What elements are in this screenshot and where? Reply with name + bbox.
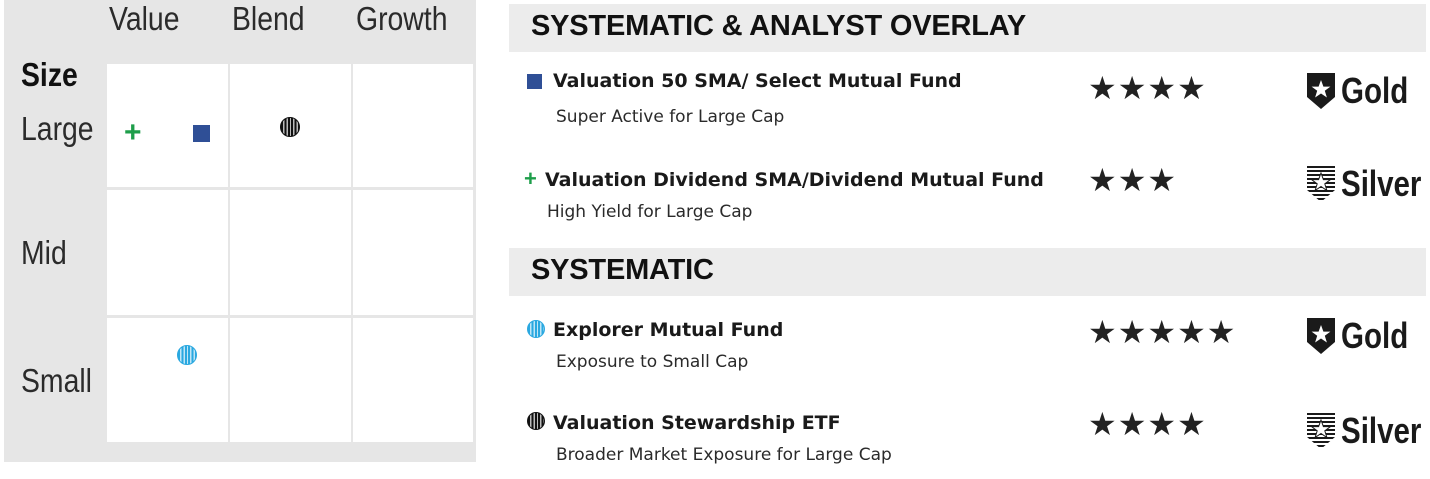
silver-shield-star-icon <box>1307 413 1335 449</box>
silver-shield-star-icon <box>1307 166 1335 202</box>
medal-label: Silver <box>1341 163 1422 204</box>
medal-label: Gold <box>1341 70 1409 111</box>
row-title-size: Size <box>21 56 78 93</box>
silver-medal-badge: Silver <box>1305 409 1430 453</box>
fund-subtitle: Broader Market Exposure for Large Cap <box>556 445 892 465</box>
section-band-systematic-analyst: SYSTEMATIC & ANALYST OVERLAY <box>509 4 1426 52</box>
fund-subtitle: Exposure to Small Cap <box>556 352 749 372</box>
fund-subtitle: Super Active for Large Cap <box>556 107 785 127</box>
grid-cell-small-blend <box>230 318 351 442</box>
row-header-small: Small <box>21 362 92 399</box>
col-header-growth: Growth <box>356 0 448 37</box>
star-rating-icon: ★★★★ <box>1088 405 1207 443</box>
gold-shield-star-icon <box>1307 318 1335 354</box>
marker-striped-dot-blue-small-value <box>177 345 197 365</box>
square-marker-icon <box>527 74 542 89</box>
col-header-blend: Blend <box>232 0 305 37</box>
gold-shield-star-icon <box>1307 73 1335 109</box>
grid-cell-small-value <box>107 318 228 442</box>
section-band-systematic: SYSTEMATIC <box>509 248 1426 296</box>
marker-striped-dot-black-large-blend <box>280 117 300 137</box>
star-rating-icon: ★★★★ <box>1088 69 1207 107</box>
fund-subtitle: High Yield for Large Cap <box>547 202 753 222</box>
section-title: SYSTEMATIC & ANALYST OVERLAY <box>531 10 1026 42</box>
col-header-value: Value <box>109 0 180 37</box>
style-box: Value Blend Growth Size Large Mid Small … <box>4 0 476 462</box>
grid-cell-mid-value <box>107 190 228 315</box>
medal-label: Gold <box>1341 315 1409 356</box>
striped-dot-blue-marker-icon <box>527 320 545 338</box>
fund-name: Explorer Mutual Fund <box>553 319 784 341</box>
grid-cell-large-growth <box>353 64 473 187</box>
row-header-mid: Mid <box>21 234 67 271</box>
grid-cell-mid-blend <box>230 190 351 315</box>
marker-square-large-value <box>193 125 210 142</box>
grid-cell-mid-growth <box>353 190 473 315</box>
grid-cell-small-growth <box>353 318 473 442</box>
medal-label: Silver <box>1341 410 1422 451</box>
gold-medal-badge: Gold <box>1305 69 1423 113</box>
striped-dot-black-marker-icon <box>527 412 545 430</box>
fund-name: Valuation Dividend SMA/Dividend Mutual F… <box>545 169 1044 191</box>
star-rating-icon: ★★★★★ <box>1088 313 1237 351</box>
fund-name: Valuation Stewardship ETF <box>553 412 841 434</box>
silver-medal-badge: Silver <box>1305 162 1430 206</box>
row-header-large: Large <box>21 110 94 147</box>
plus-marker-icon: + <box>524 166 537 191</box>
fund-name: Valuation 50 SMA/ Select Mutual Fund <box>553 70 962 92</box>
star-rating-icon: ★★★ <box>1088 161 1178 199</box>
gold-medal-badge: Gold <box>1305 314 1423 358</box>
marker-plus-large-value: + <box>124 116 142 149</box>
section-title: SYSTEMATIC <box>531 254 714 286</box>
